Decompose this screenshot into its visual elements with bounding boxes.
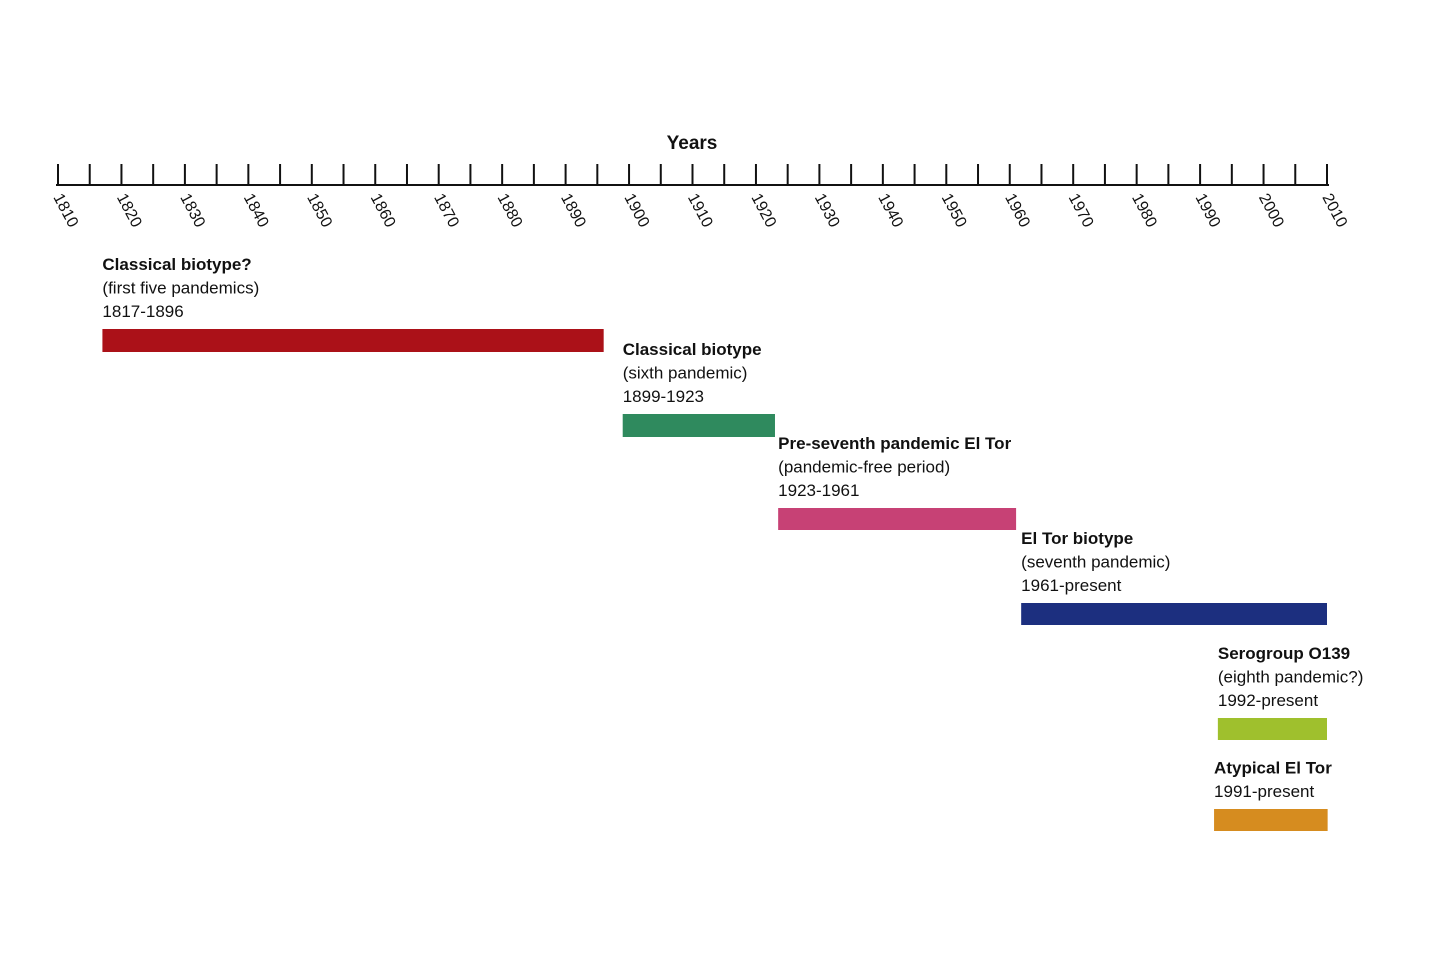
year-axis: Years 1810 1820 1830 1840 1850 1860 1870 1880 18… [49, 133, 1350, 230]
axis-tick-label: 1970 [1065, 191, 1097, 230]
era-atypical-el-tor: Atypical El Tor 1991-present [1214, 759, 1332, 831]
era-serogroup-o139: Serogroup O139 (eighth pandemic?) 1992-pre… [1217, 644, 1364, 740]
axis-tick-label: 1890 [557, 191, 589, 230]
era-title: Classical biotype? [102, 255, 251, 274]
axis-tick-label: 1950 [938, 191, 970, 230]
era-range-label: 1961-present [1021, 576, 1121, 595]
axis-tick-label: 1940 [874, 191, 906, 230]
era-el-tor-biotype: El Tor biotype (seventh pandemic) 1961-pre… [1021, 529, 1327, 625]
axis-tick-label: 2010 [1318, 191, 1350, 230]
axis-tick-label: 1870 [430, 191, 462, 230]
era-bar [1214, 809, 1328, 831]
era-classical-biotype-q: Classical biotype? (first five pandemics)… [102, 255, 604, 352]
era-bar [622, 414, 775, 437]
era-bar [1021, 603, 1327, 625]
axis-tick-label: 1910 [684, 191, 716, 230]
axis-ticks [57, 164, 1328, 185]
axis-title: Years [667, 133, 718, 154]
era-bar [1217, 718, 1327, 740]
era-subtitle: (eighth pandemic?) [1218, 668, 1364, 687]
axis-tick-label: 1980 [1128, 191, 1160, 230]
era-range-label: 1899-1923 [623, 387, 704, 406]
axis-tick-label: 1840 [240, 191, 272, 230]
era-title: Classical biotype [623, 340, 762, 359]
era-range-label: 1817-1896 [102, 302, 183, 321]
era-range-label: 1992-present [1218, 691, 1318, 710]
era-subtitle: (first five pandemics) [102, 279, 259, 298]
axis-tick-label: 1960 [1001, 191, 1033, 230]
era-bars: Classical biotype? (first five pandemics)… [102, 255, 1363, 831]
era-range-label: 1991-present [1214, 782, 1314, 801]
axis-tick-label: 1880 [494, 191, 526, 230]
era-title: Serogroup O139 [1218, 644, 1350, 663]
axis-tick-label: 1860 [367, 191, 399, 230]
era-title: Pre-seventh pandemic El Tor [778, 434, 1011, 453]
era-pre-seventh-el-tor: Pre-seventh pandemic El Tor (pandemic-fre… [778, 434, 1017, 530]
era-title: El Tor biotype [1021, 529, 1133, 548]
axis-tick-labels: 1810 1820 1830 1840 1850 1860 1870 1880 1890 1900… [49, 191, 1350, 230]
era-subtitle: (pandemic-free period) [778, 458, 950, 477]
axis-tick-label: 1810 [49, 191, 81, 230]
axis-tick-label: 1830 [176, 191, 208, 230]
axis-tick-label: 2000 [1255, 191, 1287, 230]
era-classical-biotype: Classical biotype (sixth pandemic) 1899-19… [622, 340, 775, 437]
axis-tick-label: 1900 [621, 191, 653, 230]
era-subtitle: (sixth pandemic) [623, 364, 748, 383]
era-bar [778, 508, 1017, 530]
era-range-label: 1923-1961 [778, 481, 859, 500]
era-subtitle: (seventh pandemic) [1021, 553, 1170, 572]
axis-tick-label: 1820 [113, 191, 145, 230]
era-title: Atypical El Tor [1214, 759, 1332, 778]
era-bar [102, 329, 604, 352]
axis-tick-label: 1990 [1192, 191, 1224, 230]
axis-tick-label: 1850 [303, 191, 335, 230]
axis-tick-label: 1930 [811, 191, 843, 230]
axis-tick-label: 1920 [747, 191, 779, 230]
